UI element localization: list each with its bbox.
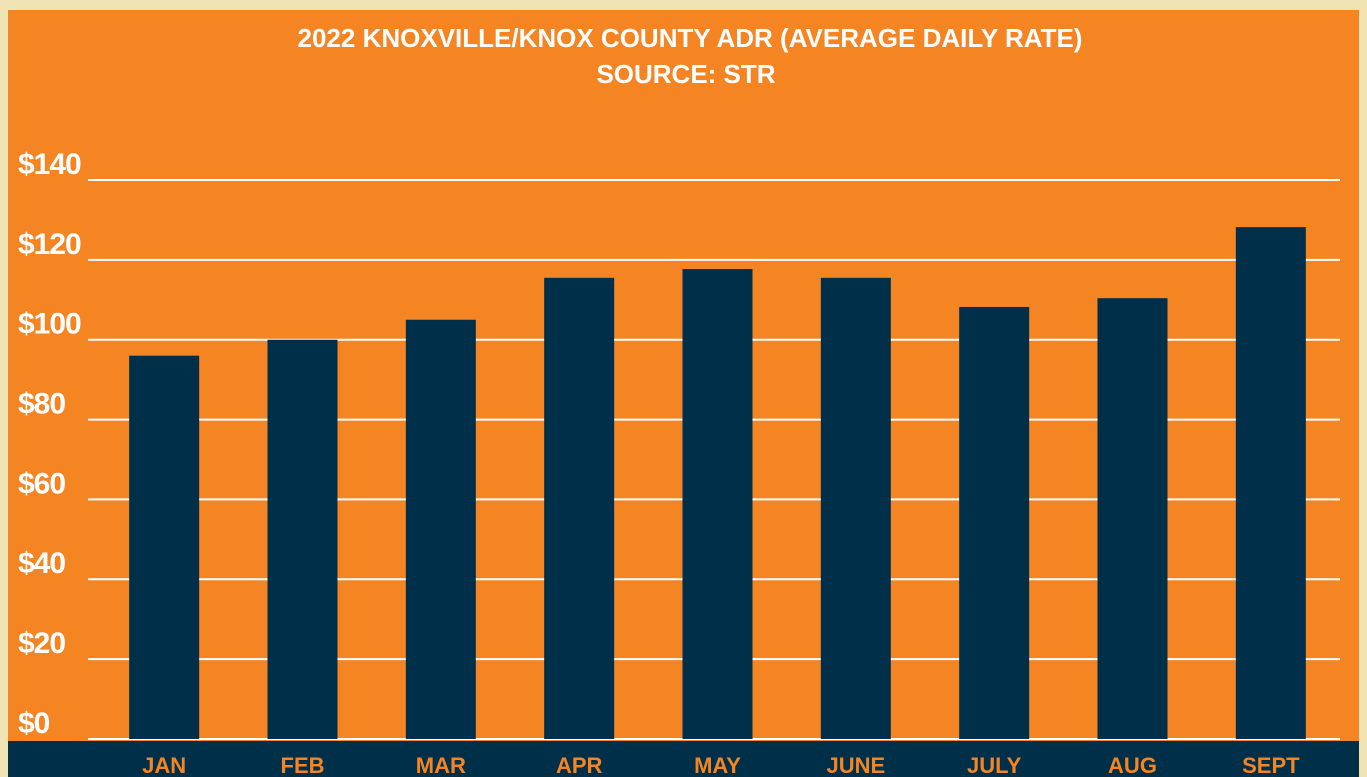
bar xyxy=(405,319,476,739)
chart-subtitle: SOURCE: STR xyxy=(596,59,775,89)
bar xyxy=(267,339,338,739)
x-tick-label: MAY xyxy=(694,753,741,777)
y-tick-label: $20 xyxy=(18,627,65,660)
y-tick-label: $120 xyxy=(18,228,81,261)
x-tick-label: MAR xyxy=(416,753,466,777)
x-tick-label: FEB xyxy=(281,753,325,777)
y-tick-label: $140 xyxy=(18,148,81,181)
x-tick-label: JAN xyxy=(142,753,186,777)
x-tick-label: AUG xyxy=(1108,753,1157,777)
x-tick-label: JULY xyxy=(967,753,1022,777)
bar xyxy=(1235,227,1306,739)
y-tick-label: $60 xyxy=(18,467,65,500)
y-tick-label: $80 xyxy=(18,387,65,420)
x-axis-strip xyxy=(8,741,1359,777)
x-tick-label: JUNE xyxy=(826,753,885,777)
x-tick-label: SEPT xyxy=(1242,753,1300,777)
bar xyxy=(129,355,200,739)
y-tick-label: $100 xyxy=(18,308,81,341)
bar xyxy=(544,277,615,739)
x-tick-label: APR xyxy=(556,753,603,777)
y-tick-label: $0 xyxy=(18,707,50,740)
bar xyxy=(959,306,1030,739)
bar xyxy=(1097,298,1168,739)
y-tick-label: $40 xyxy=(18,547,65,580)
bar xyxy=(820,277,891,739)
chart-title: 2022 KNOXVILLE/KNOX COUNTY ADR (AVERAGE … xyxy=(298,23,1083,53)
bar xyxy=(682,269,753,739)
